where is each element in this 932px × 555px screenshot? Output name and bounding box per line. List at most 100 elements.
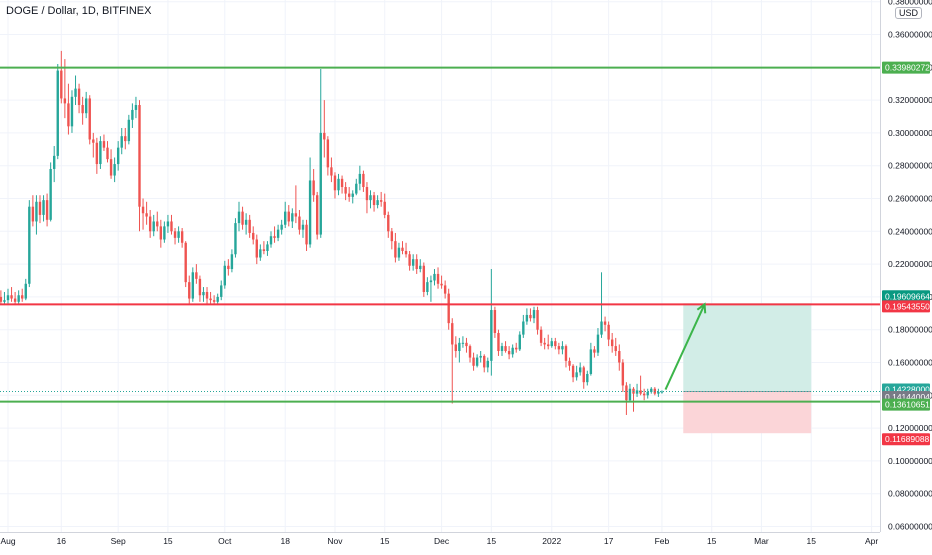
candle xyxy=(120,127,123,155)
candle xyxy=(365,182,369,214)
candle xyxy=(628,383,632,402)
candle-body xyxy=(390,231,394,242)
candle-body xyxy=(266,244,269,251)
y-tick-label: 0.24000000 xyxy=(888,226,932,236)
candle xyxy=(67,83,70,135)
candle xyxy=(109,149,113,179)
candle xyxy=(369,190,372,209)
x-tick-label: 18 xyxy=(280,536,290,546)
candle-body xyxy=(216,296,219,302)
candle xyxy=(490,269,493,376)
candle-body xyxy=(586,373,589,383)
y-tick-label: 0.08000000 xyxy=(888,489,932,499)
x-tick-label: Oct xyxy=(218,536,232,546)
candle-body xyxy=(280,224,283,230)
candle xyxy=(284,201,287,229)
candle-body xyxy=(483,355,486,368)
candle xyxy=(305,219,308,251)
candle xyxy=(308,157,312,248)
candle xyxy=(472,352,475,371)
candle-body xyxy=(376,200,379,206)
candle xyxy=(177,226,180,243)
candle-body xyxy=(650,388,653,393)
candle-body xyxy=(42,200,45,215)
candle xyxy=(191,267,195,302)
candle xyxy=(379,191,383,207)
y-tick-label: 0.16000000 xyxy=(888,358,932,368)
candle xyxy=(340,175,344,194)
candle xyxy=(230,249,234,273)
candle-body xyxy=(504,346,507,352)
candle xyxy=(497,329,500,356)
candle xyxy=(443,280,447,299)
candle xyxy=(571,364,575,383)
candle-body xyxy=(131,109,134,120)
candle-body xyxy=(287,211,290,222)
candle-body xyxy=(124,136,127,142)
candle-body xyxy=(490,310,493,361)
candle xyxy=(596,328,600,356)
candle xyxy=(358,165,362,191)
candle-body xyxy=(426,282,429,292)
candle-body xyxy=(120,136,123,148)
candle xyxy=(198,275,202,302)
candle-body xyxy=(447,293,450,324)
candle xyxy=(465,337,468,353)
candle xyxy=(529,308,532,322)
candle xyxy=(347,187,351,202)
candle-body xyxy=(532,310,536,319)
candle xyxy=(515,342,518,353)
candle xyxy=(188,275,191,304)
candle xyxy=(429,275,433,302)
candle-body xyxy=(511,347,514,355)
candle xyxy=(88,95,91,145)
candle xyxy=(582,365,585,389)
grid xyxy=(0,0,880,532)
candle-body xyxy=(607,324,610,340)
candle xyxy=(404,242,408,258)
candle xyxy=(0,290,3,304)
candle-body xyxy=(156,221,159,227)
stop-tag-text: 0.11689088 xyxy=(885,434,930,444)
resistance-tag-text: 0.19543550 xyxy=(885,301,930,311)
candle xyxy=(454,336,458,358)
candle-body xyxy=(404,250,408,255)
candle xyxy=(625,382,628,415)
candle xyxy=(60,50,63,104)
candle-body xyxy=(10,295,13,299)
candle-body xyxy=(81,105,84,114)
candle xyxy=(113,157,116,183)
candle xyxy=(610,332,614,353)
candle-body xyxy=(308,180,312,245)
candle-body xyxy=(330,167,333,176)
candle xyxy=(639,375,642,396)
candle xyxy=(475,354,479,368)
candle-body xyxy=(458,342,461,352)
candle xyxy=(10,287,13,302)
candle-body xyxy=(564,346,568,361)
candle xyxy=(63,59,67,119)
candle xyxy=(227,259,230,276)
candle xyxy=(387,211,390,238)
candle xyxy=(273,226,276,243)
candle xyxy=(92,132,95,158)
candle xyxy=(13,291,17,306)
candle-body xyxy=(56,70,59,156)
candle xyxy=(557,342,561,355)
price-tag-top: 0.33980272 xyxy=(882,61,930,74)
candle-body xyxy=(99,141,102,165)
candle-body xyxy=(24,283,27,299)
candle-body xyxy=(205,291,209,299)
candle-body xyxy=(557,346,561,350)
candle-body xyxy=(230,254,234,270)
candle-body xyxy=(60,70,63,99)
y-tick-label: 0.38000000 xyxy=(888,0,932,7)
candle-body xyxy=(284,211,287,225)
x-tick-label: Feb xyxy=(655,536,670,546)
candle xyxy=(291,208,294,229)
candle xyxy=(56,64,59,160)
candle xyxy=(422,262,426,297)
currency-button[interactable]: USD xyxy=(895,7,923,19)
candle-body xyxy=(134,105,138,110)
